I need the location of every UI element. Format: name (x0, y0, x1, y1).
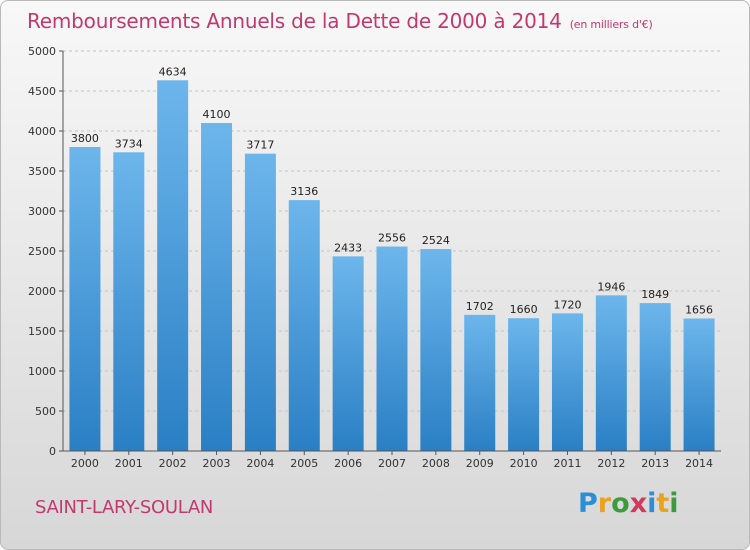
bar-2011 (551, 313, 583, 451)
value-label-2014: 1656 (685, 304, 713, 317)
value-label-2011: 1720 (553, 298, 581, 311)
bar-2008 (420, 249, 452, 451)
logo-letter: o (611, 488, 630, 519)
bar-2010 (508, 318, 540, 451)
bar-2012 (595, 295, 627, 451)
x-tick-label-2012: 2012 (597, 457, 625, 470)
value-label-2004: 3717 (246, 139, 274, 152)
axes: 0 500 1000 1500 2000 2500 3000 3500 4000 4500 5000… (28, 45, 721, 470)
x-tick-label-2009: 2009 (466, 457, 494, 470)
y-tick-label: 4500 (28, 85, 56, 98)
value-label-2006: 2433 (334, 241, 362, 254)
x-tick-label-2005: 2005 (290, 457, 318, 470)
place-name: SAINT-LARY-SOULAN (35, 497, 214, 518)
x-tick-label-2014: 2014 (685, 457, 713, 470)
value-label-2010: 1660 (510, 303, 538, 316)
x-tick-label-2006: 2006 (334, 457, 362, 470)
bar-2014 (683, 318, 715, 451)
logo-letter: i (647, 488, 657, 519)
value-label-2003: 4100 (203, 108, 231, 121)
bar-2003 (201, 123, 233, 451)
bars: 3800 3734 4634 4100 3717 3136 2433 2556 2524 1702… (69, 65, 715, 451)
logo-letter: i (669, 488, 679, 519)
bar-2001 (113, 152, 145, 451)
y-tick-label: 2500 (28, 245, 56, 258)
value-label-2013: 1849 (641, 288, 669, 301)
y-tick-label: 3500 (28, 165, 56, 178)
bar-2013 (639, 303, 671, 451)
value-label-2000: 3800 (71, 132, 99, 145)
x-tick-label-2000: 2000 (71, 457, 99, 470)
bar-2007 (376, 246, 408, 451)
y-tick-label: 1500 (28, 325, 56, 338)
chart-title: Remboursements Annuels de la Dette de 20… (27, 9, 653, 33)
x-tick-label-2007: 2007 (378, 457, 406, 470)
x-tick-label-2004: 2004 (246, 457, 274, 470)
value-label-2002: 4634 (159, 65, 187, 78)
x-tick-label-2001: 2001 (115, 457, 143, 470)
y-tick-label: 0 (49, 445, 56, 458)
value-label-2005: 3136 (290, 185, 318, 198)
y-tick-label: 1000 (28, 365, 56, 378)
unit-label: (en milliers d'€) (569, 18, 653, 31)
x-tick-label-2003: 2003 (203, 457, 231, 470)
bar-2000 (69, 147, 101, 451)
bar-2004 (244, 153, 276, 451)
x-tick-label-2010: 2010 (510, 457, 538, 470)
bar-2009 (464, 314, 496, 451)
title-text: Remboursements Annuels de la Dette de 20… (27, 9, 562, 33)
bar-2006 (332, 256, 364, 451)
y-tick-label: 3000 (28, 205, 56, 218)
y-tick-label: 2000 (28, 285, 56, 298)
value-label-2012: 1946 (597, 280, 625, 293)
value-label-2007: 2556 (378, 232, 406, 245)
value-label-2009: 1702 (466, 300, 494, 313)
proxiti-logo: Proxiti (578, 488, 679, 519)
x-tick-label-2013: 2013 (641, 457, 669, 470)
logo-letter: P (578, 488, 598, 519)
bar-2002 (157, 80, 189, 451)
y-tick-label: 500 (35, 405, 56, 418)
logo-letter: x (629, 488, 648, 519)
value-label-2001: 3734 (115, 137, 143, 150)
y-tick-label: 4000 (28, 125, 56, 138)
bar-2005 (288, 200, 320, 451)
logo-letter: r (597, 488, 612, 519)
x-tick-label-2002: 2002 (159, 457, 187, 470)
x-tick-label-2008: 2008 (422, 457, 450, 470)
logo-letter: t (656, 488, 670, 519)
x-tick-label-2011: 2011 (553, 457, 581, 470)
y-tick-label: 5000 (28, 45, 56, 58)
value-label-2008: 2524 (422, 234, 450, 247)
